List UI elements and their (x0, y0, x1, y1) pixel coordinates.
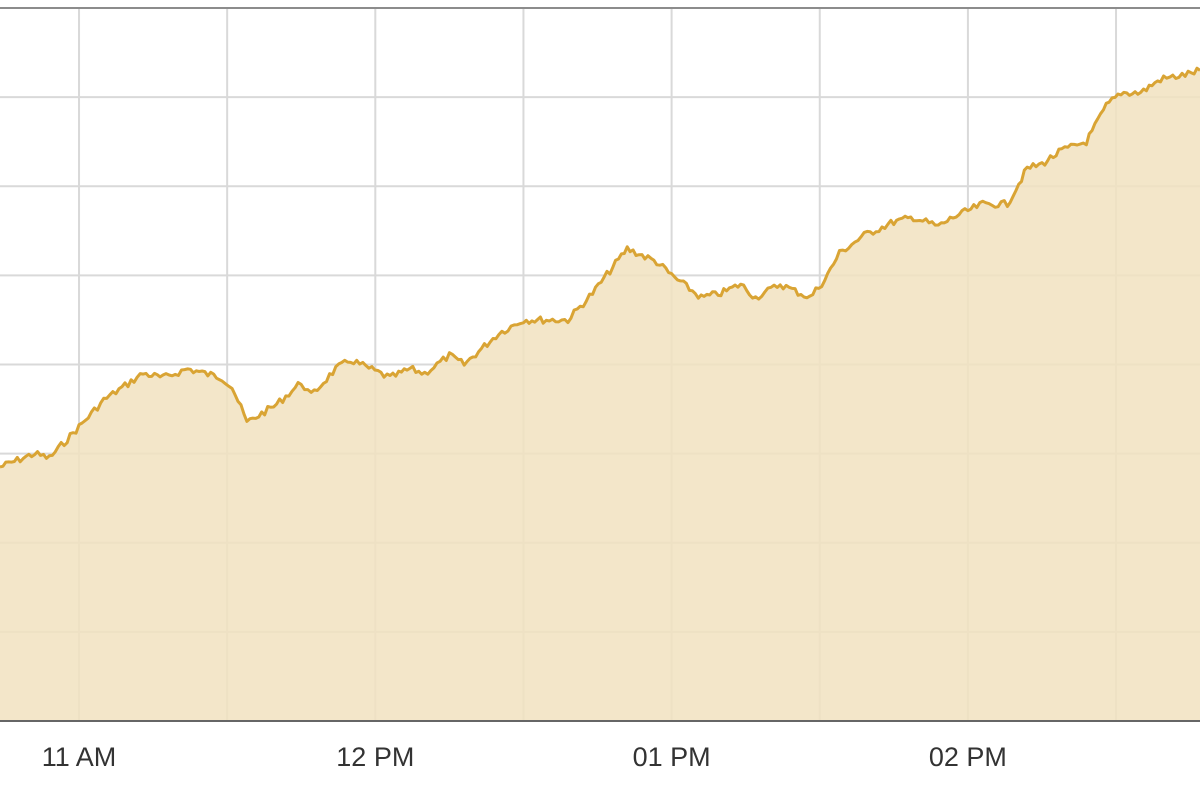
x-tick-label: 02 PM (929, 742, 1007, 772)
x-axis-ticks: 11 AM 12 PM 01 PM 02 PM (42, 742, 1007, 772)
x-tick-label: 01 PM (633, 742, 711, 772)
price-line (0, 66, 1200, 469)
x-tick-label: 11 AM (42, 742, 117, 772)
x-tick-label: 12 PM (336, 742, 414, 772)
price-area-fill (0, 68, 1200, 721)
